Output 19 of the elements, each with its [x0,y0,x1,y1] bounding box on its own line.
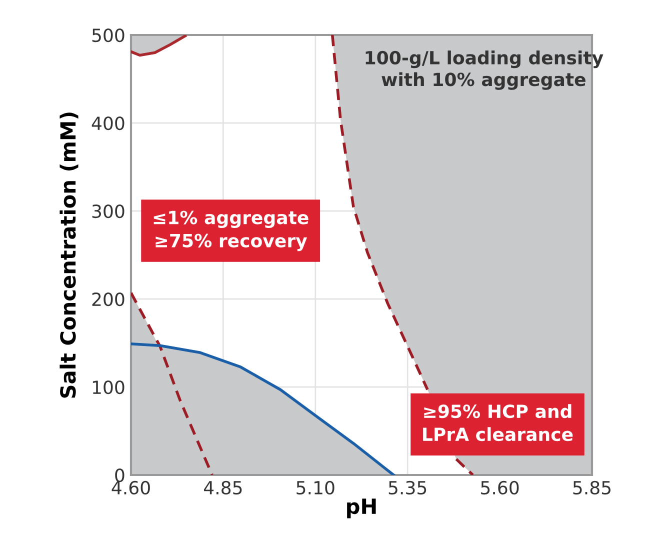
x-axis-title: pH [347,498,376,518]
y-tick-label: 200 [92,292,124,306]
x-tick-label: 4.60 [112,480,150,495]
y-tick-label: 0 [115,468,124,482]
y-tick-label: 400 [92,116,124,130]
annotation: 100-g/L loading density with 10% aggregate [366,50,604,90]
y-tick-label: 300 [92,204,124,218]
y-axis-title: Salt Concentration (mM) [60,112,78,398]
x-tick-label: 5.85 [573,480,611,495]
y-tick-label: 100 [92,380,124,394]
annotation: ≥95% HCP and LPrA clearance [423,404,573,442]
x-tick-label: 5.60 [481,480,519,495]
y-tick-label: 500 [92,28,124,42]
x-tick-label: 4.85 [204,480,242,495]
x-tick-label: 5.35 [388,480,426,495]
x-tick-label: 5.10 [296,480,334,495]
annotation: ≤1% aggregate ≥75% recovery [154,210,308,252]
line-series [131,342,395,475]
line-series [131,291,214,475]
